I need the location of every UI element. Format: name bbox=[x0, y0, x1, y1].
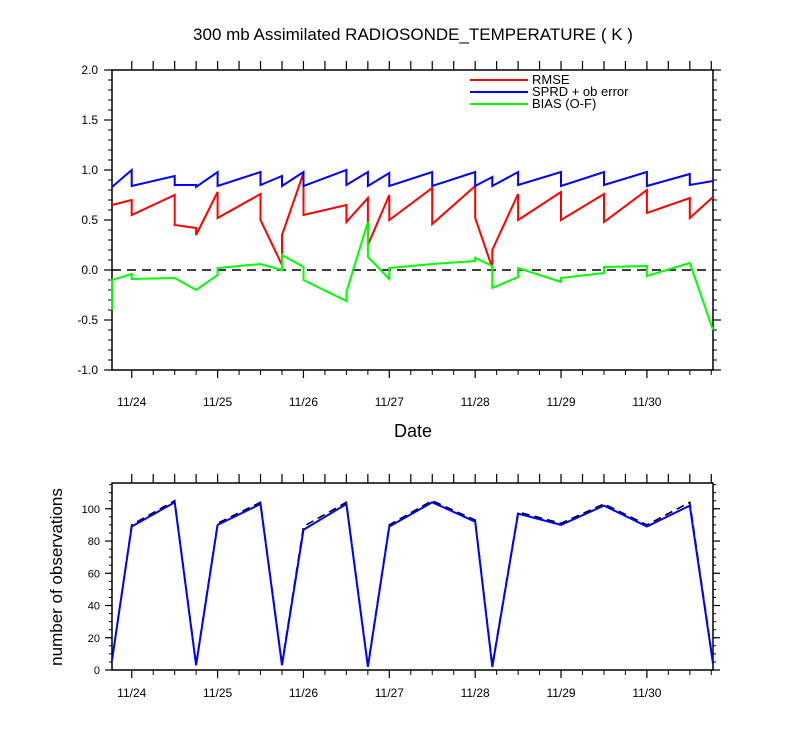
stats-x-tick-label: 11/25 bbox=[203, 395, 232, 409]
stats-x-tick-label: 11/28 bbox=[461, 395, 490, 409]
observations-y-axis-label: number of observations bbox=[47, 488, 66, 666]
legend-label: BIAS (O-F) bbox=[532, 96, 596, 111]
stats-y-tick-label: 2.0 bbox=[81, 63, 98, 77]
stats-x-tick-label: 11/29 bbox=[546, 395, 575, 409]
stats-x-tick-label: 11/30 bbox=[632, 395, 661, 409]
rmse-line bbox=[111, 172, 714, 269]
stats-panel: 2.01.51.00.50.0-0.5-1.0 11/24 11/25 11/26 1… bbox=[77, 61, 721, 441]
observations-y-tick-label: 60 bbox=[88, 568, 100, 580]
observations-series bbox=[111, 499, 714, 667]
observations-x-tick-label: 11/26 bbox=[289, 686, 318, 700]
observations-possible-line bbox=[111, 499, 714, 666]
observations-used-line bbox=[111, 500, 714, 667]
stats-x-tick-label: 11/26 bbox=[289, 395, 318, 409]
observations-x-tick-label: 11/28 bbox=[461, 686, 490, 700]
legend-label: RMSE bbox=[532, 72, 570, 87]
stats-y-tick-label: -0.5 bbox=[77, 313, 98, 327]
observations-x-tick-label: 11/25 bbox=[203, 686, 232, 700]
observations-y-tick-label: 80 bbox=[88, 536, 100, 548]
sprd-line bbox=[111, 167, 714, 189]
observations-x-tick-label: 11/29 bbox=[546, 686, 575, 700]
bias-line bbox=[111, 221, 714, 331]
stats-x-axis-label: Date bbox=[394, 421, 432, 441]
observations-y-tick-label: 20 bbox=[88, 633, 100, 645]
observations-x-tick-label: 11/27 bbox=[375, 686, 404, 700]
observations-y-tick-label: 100 bbox=[82, 504, 100, 516]
stats-y-tick-label: 0.0 bbox=[81, 263, 98, 277]
stats-y-tick-label: 1.0 bbox=[81, 163, 98, 177]
stats-plot-frame bbox=[111, 69, 714, 371]
stats-series bbox=[111, 167, 714, 331]
observations-y-tick-label: 0 bbox=[94, 665, 100, 677]
stats-y-tick-label: -1.0 bbox=[77, 363, 98, 377]
stats-x-tick-label: 11/27 bbox=[375, 395, 404, 409]
stats-y-axis: 2.0 1.5 1.0 0.5 0.0 -0.5 -1.0 bbox=[77, 63, 721, 377]
observations-x-tick-label: 11/24 bbox=[117, 686, 146, 700]
stats-y-tick-label: 1.5 bbox=[81, 113, 98, 127]
observations-plot-frame bbox=[111, 482, 714, 671]
observations-x-tick-label: 11/30 bbox=[632, 686, 661, 700]
stats-x-axis: 11/24 11/25 11/26 11/27 11/28 11/29 11/30 bbox=[117, 61, 712, 409]
observations-y-axis: 0 20 40 60 80 100 bbox=[82, 484, 720, 677]
stats-x-tick-label: 11/24 bbox=[117, 395, 146, 409]
observations-y-tick-label: 40 bbox=[88, 601, 100, 613]
figure-title: 300 mb Assimilated RADIOSONDE_TEMPERATUR… bbox=[193, 25, 633, 44]
legend-label: SPRD + ob error bbox=[532, 84, 629, 99]
observations-x-axis: 11/24 11/25 11/26 11/27 11/28 11/29 11/30 bbox=[117, 474, 712, 700]
stats-y-tick-label: 0.5 bbox=[81, 213, 98, 227]
